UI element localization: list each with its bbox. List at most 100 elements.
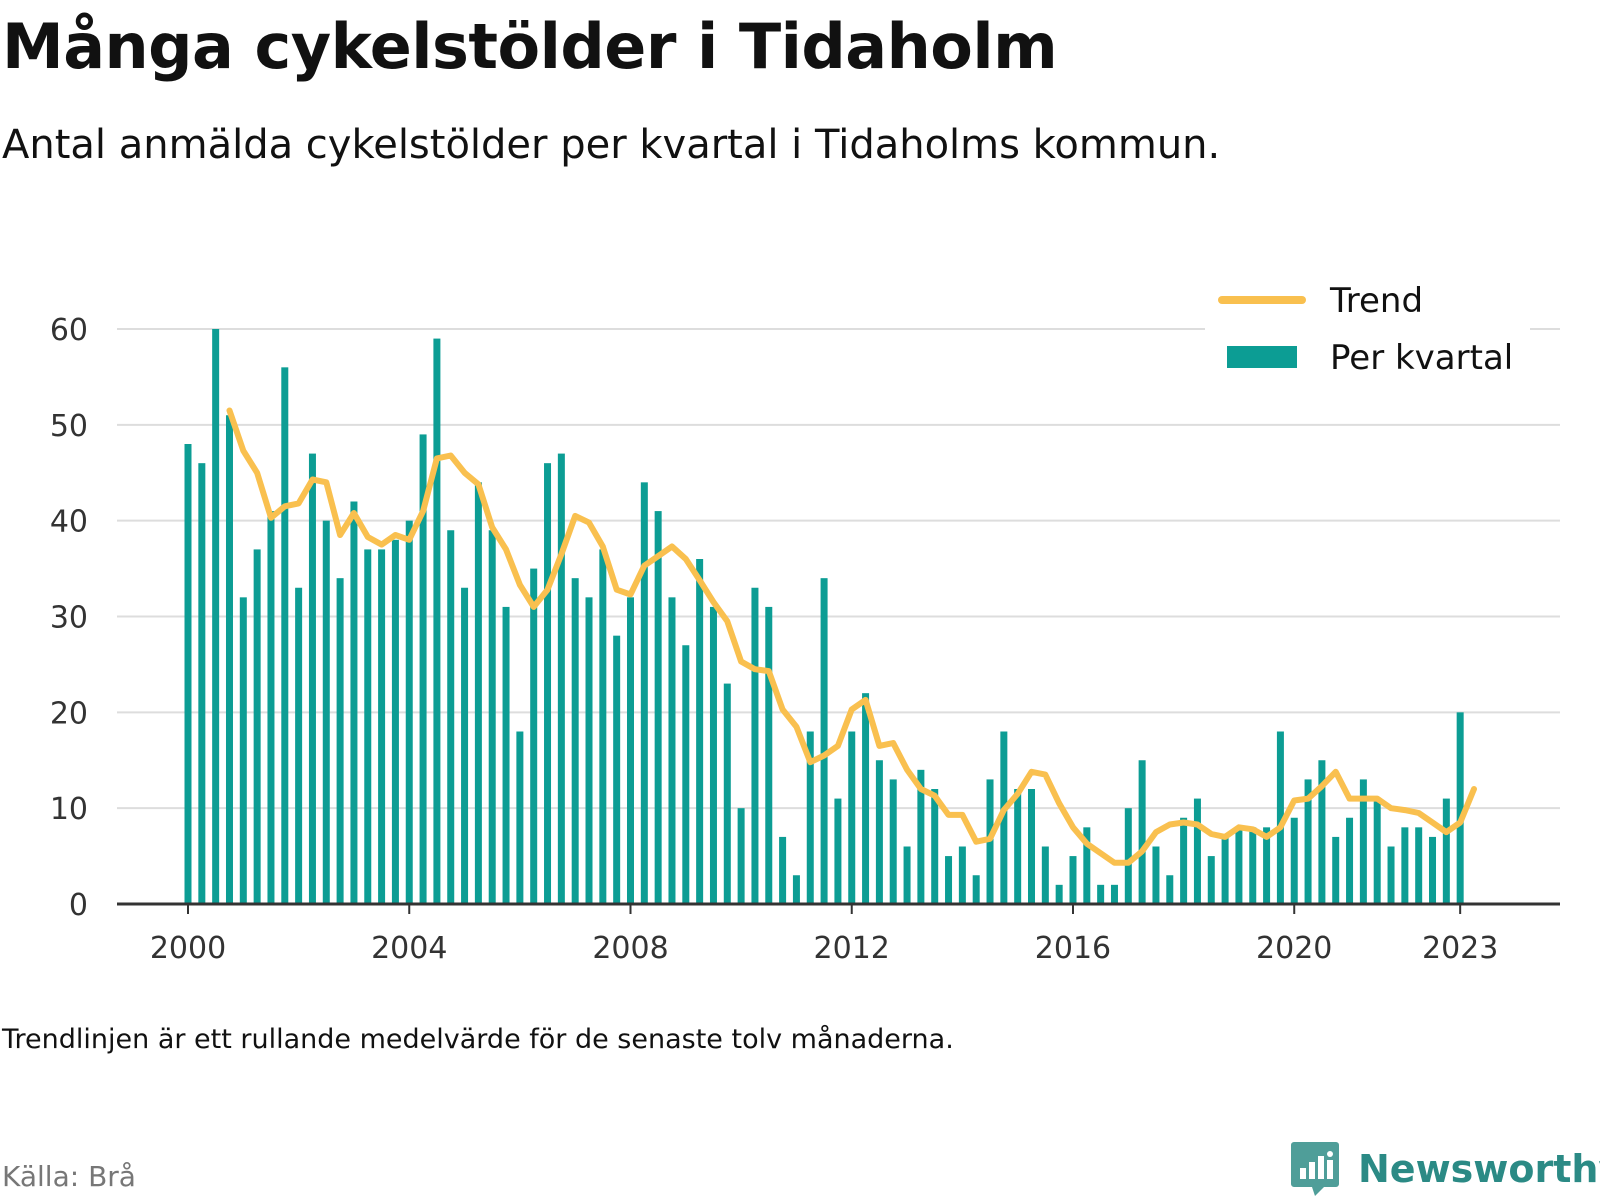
x-tick-label-2004: 2004 <box>371 931 447 966</box>
bar-2008-Q3 <box>654 511 662 904</box>
bar-2004-Q3 <box>433 338 441 904</box>
trend-line <box>226 407 1477 866</box>
legend-background <box>1205 270 1530 390</box>
bar-2018-Q3 <box>1207 856 1215 904</box>
bar-2013-Q3 <box>931 789 939 904</box>
bar-2007-Q1 <box>571 578 579 904</box>
bar-2014-Q1 <box>958 846 966 904</box>
bar-chart-speech-bubble-icon <box>1291 1142 1339 1196</box>
bar-2006-Q1 <box>516 731 524 904</box>
bar-2011-Q2 <box>806 731 814 904</box>
source-label: Källa: Brå <box>2 1160 136 1193</box>
bar-2021-Q3 <box>1373 798 1381 904</box>
x-tick-label-2000: 2000 <box>150 931 226 966</box>
bar-2016-Q4 <box>1110 884 1118 904</box>
y-tick-label-50: 50 <box>50 409 88 444</box>
bar-2002-Q2 <box>308 453 316 904</box>
bar-2000-Q1 <box>184 444 192 904</box>
bar-2016-Q3 <box>1097 884 1105 904</box>
bar-2005-Q4 <box>502 606 510 904</box>
bar-2002-Q1 <box>295 587 303 904</box>
bar-2017-Q3 <box>1152 846 1160 904</box>
bar-2013-Q2 <box>917 769 925 904</box>
bar-2016-Q2 <box>1083 827 1091 904</box>
bar-chart: 2000 2004 2008 2012 2016 2020 2023 0 10 20 30 40 50… <box>49 270 1560 966</box>
bar-2005-Q3 <box>488 530 496 904</box>
legend-label-trend: Trend <box>1329 281 1423 321</box>
x-axis-ticks: 2000 2004 2008 2012 2016 2020 2023 <box>150 904 1498 966</box>
y-axis-ticks: 0 10 20 30 40 50 60 <box>50 313 88 923</box>
bar-2003-Q4 <box>391 539 399 904</box>
x-tick-label-2023: 2023 <box>1422 931 1498 966</box>
bar-2003-Q1 <box>350 501 358 904</box>
bar-2013-Q1 <box>903 846 911 904</box>
bar-2012-Q2 <box>862 693 870 904</box>
bar-2015-Q4 <box>1055 884 1063 904</box>
bar-2010-Q1 <box>737 808 745 904</box>
chart-subtitle: Antal anmälda cykelstölder per kvartal i… <box>2 122 1221 168</box>
bar-2002-Q4 <box>336 578 344 904</box>
bar-2015-Q2 <box>1028 789 1036 904</box>
y-tick-label-0: 0 <box>69 888 88 923</box>
x-tick-label-2020: 2020 <box>1256 931 1332 966</box>
legend-label-per-kvartal: Per kvartal <box>1330 338 1513 378</box>
bar-2022-Q3 <box>1429 836 1437 904</box>
bar-2010-Q4 <box>779 836 787 904</box>
y-tick-label-40: 40 <box>50 505 88 540</box>
bar-2008-Q2 <box>640 482 648 904</box>
bar-2016-Q1 <box>1069 856 1077 904</box>
x-tick-label-2008: 2008 <box>592 931 668 966</box>
bar-2004-Q2 <box>419 434 427 904</box>
bar-2009-Q4 <box>723 683 731 904</box>
bar-2015-Q1 <box>1014 789 1022 904</box>
y-tick-label-30: 30 <box>50 601 88 636</box>
bar-2011-Q1 <box>792 875 800 904</box>
bar-2021-Q1 <box>1346 817 1354 904</box>
bar-2018-Q2 <box>1193 798 1201 904</box>
bar-2005-Q2 <box>474 482 482 904</box>
y-tick-label-60: 60 <box>50 313 88 348</box>
bar-2010-Q3 <box>765 606 773 904</box>
bar-2018-Q1 <box>1180 817 1188 904</box>
legend-swatch-per-kvartal <box>1227 346 1297 368</box>
bar-2003-Q3 <box>378 549 386 904</box>
bar-2023-Q1 <box>1456 712 1464 904</box>
bar-2001-Q4 <box>281 367 289 904</box>
chart-note: Trendlinjen är ett rullande medelvärde f… <box>2 1024 954 1055</box>
bar-2001-Q2 <box>253 549 261 904</box>
y-tick-label-20: 20 <box>50 696 88 731</box>
bar-2006-Q3 <box>544 463 552 904</box>
bar-2022-Q2 <box>1415 827 1423 904</box>
bar-2019-Q2 <box>1249 827 1257 904</box>
bar-2004-Q4 <box>447 530 455 904</box>
bar-2022-Q4 <box>1442 798 1450 904</box>
brand-logo[interactable]: Newsworthy <box>1290 1140 1600 1198</box>
bar-2001-Q3 <box>267 511 275 904</box>
y-tick-label-10: 10 <box>50 792 88 827</box>
brand-name: Newsworthy <box>1358 1147 1600 1191</box>
bar-2006-Q4 <box>557 453 565 904</box>
bar-2009-Q2 <box>696 559 704 904</box>
bar-2000-Q2 <box>198 463 206 904</box>
bar-2007-Q4 <box>613 635 621 904</box>
bar-2007-Q3 <box>599 549 607 904</box>
bar-2005-Q1 <box>461 587 469 904</box>
x-tick-label-2016: 2016 <box>1035 931 1111 966</box>
bar-2020-Q4 <box>1332 836 1340 904</box>
bar-2012-Q4 <box>889 779 897 904</box>
bar-2002-Q3 <box>322 520 330 904</box>
bar-2000-Q4 <box>225 415 233 904</box>
bar-2022-Q1 <box>1401 827 1409 904</box>
bar-2006-Q2 <box>530 568 538 904</box>
bar-2003-Q2 <box>364 549 372 904</box>
bar-2012-Q3 <box>875 760 883 904</box>
bar-2010-Q2 <box>751 587 759 904</box>
bar-2011-Q3 <box>820 578 828 904</box>
bar-2014-Q2 <box>972 875 980 904</box>
bar-2019-Q1 <box>1235 827 1243 904</box>
bar-2012-Q1 <box>848 731 856 904</box>
bar-2015-Q3 <box>1041 846 1049 904</box>
bar-2007-Q2 <box>585 597 593 904</box>
bar-2009-Q3 <box>709 606 717 904</box>
legend: Trend Per kvartal <box>1205 270 1530 390</box>
